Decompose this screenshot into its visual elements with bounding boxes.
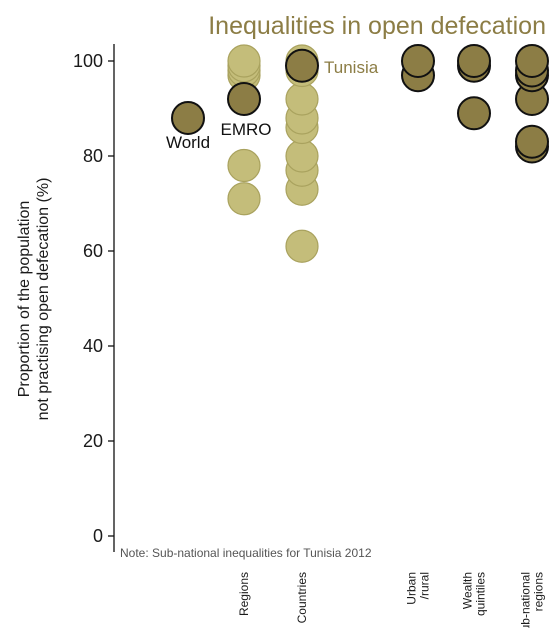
y-axis-ticks: 0 20 40 60 80 100: [73, 51, 114, 546]
category-label: quintiles: [474, 572, 488, 616]
plot-points: [171, 44, 549, 263]
data-point-highlight: [515, 44, 549, 78]
y-axis-label: Proportion of the population not practisi…: [16, 178, 52, 421]
data-point: [227, 148, 261, 183]
point-label: EMRO: [221, 120, 272, 139]
y-tick-label: 40: [83, 336, 103, 356]
y-tick-label: 20: [83, 431, 103, 451]
data-point: [227, 182, 261, 216]
data-point-highlight: [401, 44, 435, 78]
y-tick-label: 80: [83, 146, 103, 166]
y-tick-label: 100: [73, 51, 103, 71]
data-point-highlight: [285, 48, 319, 83]
point-labels: World EMRO Tunisia: [166, 58, 379, 152]
category-labels: Regions Countries Urban/rural Wealth quintil…: [237, 572, 546, 628]
data-point-highlight: [457, 96, 491, 131]
category-label: Regions: [237, 572, 251, 616]
category-label: regions: [532, 572, 546, 611]
y-axis-label-line: not practising open defecation (%): [35, 178, 52, 421]
data-point: [285, 82, 319, 116]
category-label: Sub-national: [519, 572, 533, 628]
y-axis-label-line: Proportion of the population: [16, 201, 33, 398]
data-point-highlight: [457, 44, 491, 78]
y-tick-label: 60: [83, 241, 103, 261]
category-label: /rural: [418, 572, 432, 599]
data-point: [285, 139, 319, 173]
y-tick-label: 0: [93, 526, 103, 546]
data-point-highlight: [171, 101, 205, 135]
data-point-highlight: [227, 82, 261, 116]
category-label: Wealth: [461, 572, 475, 609]
category-label: Urban: [405, 572, 419, 605]
data-point-highlight: [515, 124, 549, 159]
point-label: Tunisia: [324, 58, 379, 77]
data-point: [227, 44, 261, 78]
data-point: [285, 229, 319, 263]
point-label: World: [166, 133, 210, 152]
chart-note: Note: Sub-national inequalities for Tuni…: [120, 546, 372, 560]
category-label: Countries: [295, 572, 309, 623]
chart-title: Inequalities in open defecation: [208, 12, 546, 40]
